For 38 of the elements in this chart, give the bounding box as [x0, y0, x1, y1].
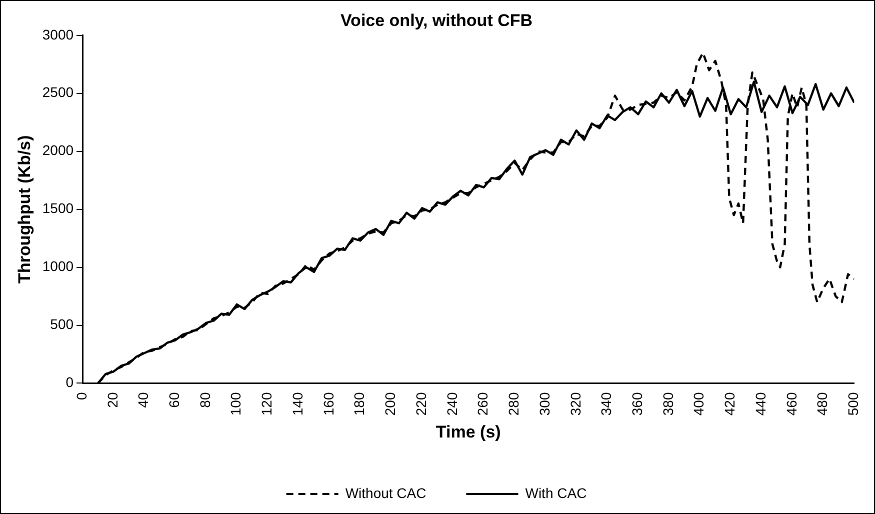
- x-axis-title: Time (s): [436, 422, 501, 442]
- x-tick-label: 180: [351, 392, 368, 416]
- x-tick-label: 0: [73, 392, 90, 400]
- x-tick-label: 20: [104, 392, 120, 408]
- y-tick-label: 3000: [42, 26, 74, 42]
- chart-title: Voice only, without CFB: [340, 10, 533, 30]
- y-tick-label: 500: [50, 316, 74, 332]
- x-tick-label: 500: [845, 392, 862, 416]
- x-tick-label: 380: [660, 392, 676, 416]
- x-tick-label: 320: [567, 392, 584, 416]
- x-tick-label: 300: [536, 392, 552, 416]
- x-tick-label: 80: [196, 392, 213, 408]
- x-tick-label: 280: [506, 392, 522, 416]
- legend-label: Without CAC: [345, 484, 426, 501]
- x-tick-label: 220: [412, 392, 429, 416]
- x-tick-label: 340: [598, 392, 614, 416]
- x-tick-label: 420: [722, 392, 738, 416]
- y-tick-label: 2000: [42, 142, 74, 158]
- x-tick-label: 480: [814, 392, 830, 416]
- x-tick-label: 200: [382, 392, 398, 416]
- x-tick-label: 400: [690, 392, 707, 416]
- legend-label: With CAC: [525, 484, 587, 501]
- y-axis-title: Throughput (Kb/s): [14, 135, 34, 284]
- x-tick-label: 240: [444, 392, 460, 416]
- x-tick-label: 120: [258, 392, 275, 416]
- y-tick-label: 2500: [42, 84, 74, 100]
- y-tick-label: 1500: [42, 200, 74, 216]
- y-tick-label: 0: [66, 374, 74, 390]
- y-tick-label: 1000: [42, 258, 74, 274]
- x-tick-label: 60: [166, 392, 182, 408]
- x-tick-label: 160: [320, 392, 336, 416]
- x-tick-label: 100: [228, 392, 244, 416]
- x-tick-label: 460: [783, 392, 800, 416]
- x-tick-label: 260: [474, 392, 491, 416]
- x-tick-label: 140: [289, 392, 306, 416]
- x-tick-label: 360: [628, 392, 645, 416]
- x-tick-label: 440: [752, 392, 768, 416]
- x-tick-label: 40: [135, 392, 152, 408]
